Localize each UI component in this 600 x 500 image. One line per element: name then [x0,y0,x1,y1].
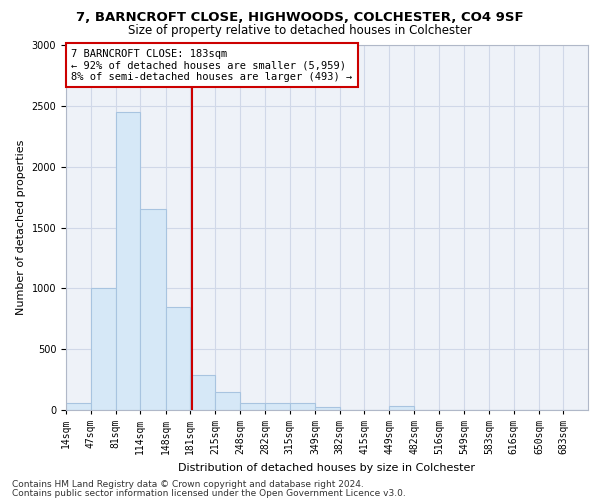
Text: Contains HM Land Registry data © Crown copyright and database right 2024.: Contains HM Land Registry data © Crown c… [12,480,364,489]
X-axis label: Distribution of detached houses by size in Colchester: Distribution of detached houses by size … [179,462,476,472]
Bar [166,306,190,410]
Bar [140,209,166,410]
Bar [66,402,91,410]
Bar [190,374,215,410]
Bar [91,288,116,410]
Text: 7, BARNCROFT CLOSE, HIGHWOODS, COLCHESTER, CO4 9SF: 7, BARNCROFT CLOSE, HIGHWOODS, COLCHESTE… [76,11,524,24]
Text: Contains public sector information licensed under the Open Government Licence v3: Contains public sector information licen… [12,488,406,498]
Bar [315,407,340,410]
Bar [116,112,140,410]
Text: 7 BARNCROFT CLOSE: 183sqm
← 92% of detached houses are smaller (5,959)
8% of sem: 7 BARNCROFT CLOSE: 183sqm ← 92% of detac… [71,48,352,82]
Bar [215,392,240,410]
Y-axis label: Number of detached properties: Number of detached properties [16,140,26,315]
Bar [240,402,265,410]
Bar [389,406,414,410]
Text: Size of property relative to detached houses in Colchester: Size of property relative to detached ho… [128,24,472,37]
Bar [290,404,315,410]
Bar [265,402,290,410]
